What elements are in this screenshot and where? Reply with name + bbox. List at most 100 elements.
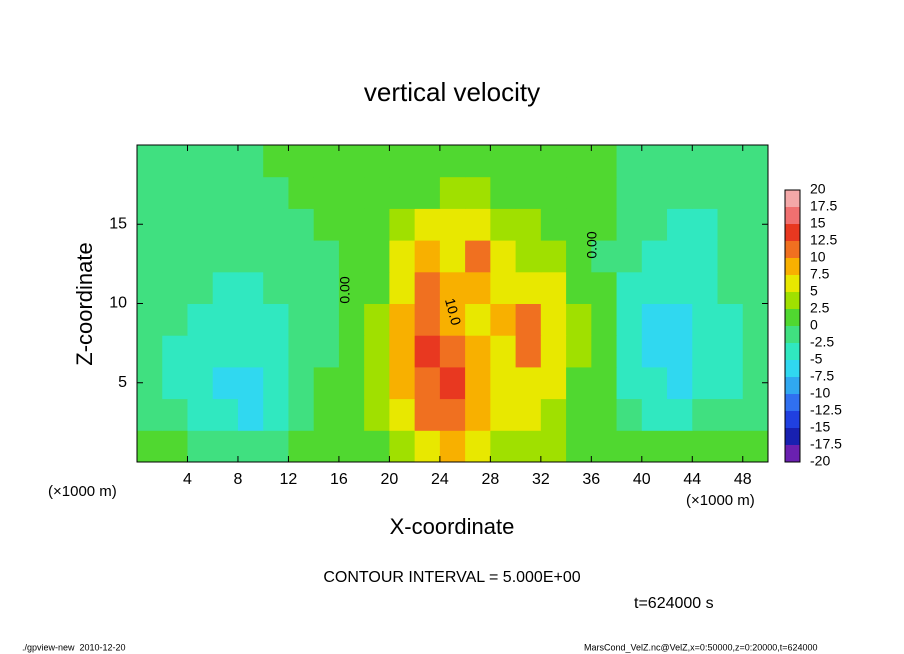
time-label: t=624000 s [634,595,714,612]
contour-cell [465,335,491,368]
contour-cell [364,366,390,400]
contour-cell [717,240,744,273]
contour-cell [465,366,491,400]
contour-cell [313,240,340,273]
contour-cell [616,240,643,273]
colorbar-label: -2.5 [810,334,834,350]
colorbar-band [785,207,800,224]
contour-cell [288,430,315,463]
colorbar-label: -10 [810,385,830,401]
contour-cell [566,208,592,241]
contour-cell [313,398,340,431]
contour-cell [591,398,618,431]
contour-cell [162,176,188,209]
contour-cell [288,398,315,431]
contour-cell [263,398,289,431]
contour-cell [288,303,315,336]
colorbar-band [785,275,800,292]
contour-cell [717,145,744,178]
contour-cell [641,335,668,368]
contour-cell [439,430,466,463]
contour-cell [389,335,416,368]
contour-cell [263,430,289,463]
contour-cell [389,398,416,431]
contour-cell [667,303,693,336]
colorbar-label: -7.5 [810,368,834,384]
contour-cell [641,240,668,273]
contour-cell [439,271,466,304]
contour-cell [439,335,466,368]
contour-cell [465,176,491,209]
contour-cell [187,271,214,304]
contour-cell [641,208,668,241]
colorbar-label: -5 [810,351,823,367]
contour-cell [313,335,340,368]
colorbar-label: 12.5 [810,232,837,248]
contour-cell [439,176,466,209]
contour-cell [692,335,719,368]
contour-cell [389,430,416,463]
contour-cell [237,271,264,304]
contour-cell [515,271,542,304]
contour-cell [490,240,517,273]
contour-cell [212,271,239,304]
contour-cell [389,271,416,304]
contour-cell [439,366,466,400]
contour-cell [338,335,365,368]
contour-label: 0.00 [337,276,353,303]
contour-cell [263,303,289,336]
colorbar-band [785,411,800,428]
contour-cell [187,176,214,209]
contour-cell [742,430,769,463]
x-tick-label: 28 [481,471,499,488]
contour-cell [364,176,390,209]
contour-cell [162,303,188,336]
contour-cell [338,271,365,304]
contour-cell [187,240,214,273]
contour-cell [591,335,618,368]
contour-cell [137,398,163,431]
x-tick-label: 36 [582,471,600,488]
contour-cell [667,176,693,209]
contour-cell [288,208,315,241]
contour-cell [465,271,491,304]
contour-cell [212,145,239,178]
contour-cell [414,271,441,304]
contour-cell [162,430,188,463]
contour-cell [439,145,466,178]
contour-cell [591,176,618,209]
colorbar-label: 17.5 [810,198,837,214]
contour-cell [515,176,542,209]
contour-cell [313,176,340,209]
x-tick-label: 12 [280,471,298,488]
contour-cell [162,398,188,431]
contour-cell [742,335,769,368]
colorbar-label: -12.5 [810,402,842,418]
contour-cell [742,176,769,209]
y-tick-label: 15 [109,215,127,232]
contour-cell [490,208,517,241]
contour-label: 0.00 [584,231,600,258]
contour-cell [641,398,668,431]
contour-cell [338,303,365,336]
contour-cell [414,430,441,463]
contour-cell [641,303,668,336]
contour-cell [692,430,719,463]
footer-right: MarsCond_VelZ.nc@VelZ,x=0:50000,z=0:2000… [584,642,818,652]
contour-cell [364,240,390,273]
chart-title: vertical velocity [364,77,540,107]
contour-cell [515,398,542,431]
contour-cell [667,366,693,400]
contour-cell [313,430,340,463]
contour-cell [137,176,163,209]
contour-cell [717,176,744,209]
contour-cell [364,208,390,241]
colorbar-label: 10 [810,249,826,265]
y-tick-label: 10 [109,295,127,312]
contour-cell [414,176,441,209]
contour-cell [237,398,264,431]
contour-cell [566,398,592,431]
contour-cell [414,145,441,178]
contour-cell [288,271,315,304]
